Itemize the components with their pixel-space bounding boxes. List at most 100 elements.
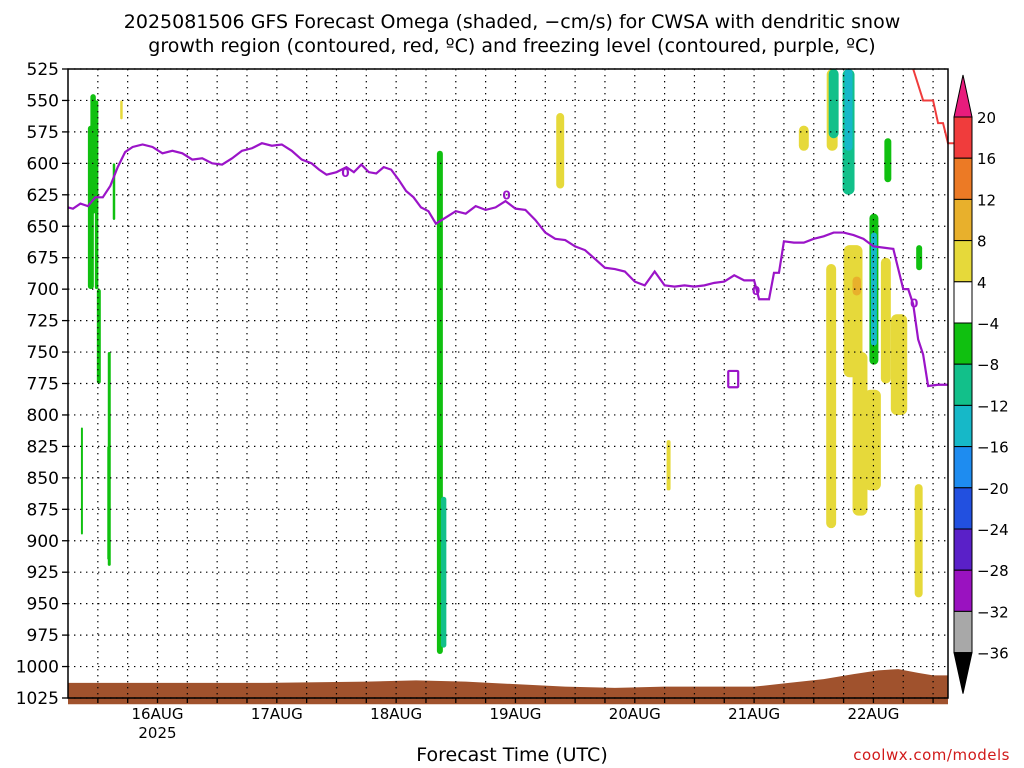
colorbar-label: 8 [977,233,987,251]
x-tick-sublabel: 2025 [138,724,176,742]
colorbar-swatch [953,487,973,530]
colorbar-label: −12 [977,397,1009,415]
omega-shading-layer [80,69,923,654]
y-tick-label: 750 [27,343,59,363]
y-tick-label: 800 [27,406,59,426]
coolwx-watermark[interactable]: coolwx.com/models [853,746,1010,764]
omega-shaded-region [440,496,447,648]
grid-layer [68,68,948,699]
y-tick-label: 700 [27,280,59,300]
colorbar-swatch [953,157,973,200]
colorbar-label: −32 [977,603,1009,621]
dendritic-growth-contour [912,68,958,145]
surface-terrain-layer [68,669,948,705]
y-tick-label: 900 [27,532,59,552]
x-tick-label: 16AUG [132,705,184,723]
omega-shaded-region [864,389,881,491]
omega-shaded-region [828,69,839,139]
colorbar-label: 16 [977,150,996,168]
freezing-level-contour-label: 0 [341,166,349,180]
colorbar-label: −20 [977,480,1009,498]
y-tick-label: 575 [27,123,59,143]
x-tick-label: 18AUG [370,705,422,723]
colorbar-label: −24 [977,521,1009,539]
y-tick-label: 550 [27,91,59,111]
freezing-level-contour-label: 0 [752,284,760,298]
colorbar: 20 16 12 8 4 −4 −8 −12 −16 −20 −24 −28 −32 −36 [953,74,1009,694]
y-tick-label: 650 [27,217,59,237]
colorbar-bottom-arrow [953,652,973,694]
omega-shaded-region [556,113,565,189]
omega-shaded-region [914,484,923,598]
x-tick-label: 20AUG [609,705,661,723]
colorbar-swatch [953,240,973,283]
omega-shaded-region [852,352,868,516]
omega-shaded-region [90,94,96,214]
colorbar-label: −8 [977,356,999,374]
omega-shaded-region [96,289,101,384]
x-tick-label: 21AUG [728,705,780,723]
omega-shaded-region [890,314,908,415]
omega-shaded-region [852,276,861,296]
y-tick-label: 625 [27,186,59,206]
colorbar-label: −28 [977,562,1009,580]
x-tick-label: 19AUG [489,705,541,723]
omega-shaded-region [107,446,110,560]
colorbar-swatch [953,116,973,159]
y-tick-label: 600 [27,154,59,174]
colorbar-swatch [953,363,973,406]
colorbar-swatch [953,610,973,654]
colorbar-label: −36 [977,645,1009,663]
y-axis-tick-labels: 525 550 575 600 625 650 675 700 725 750 775 800 825 8… [16,60,59,709]
colorbar-swatch [953,322,973,365]
contour-layer: 0 0 0 0 [67,68,958,389]
y-tick-label: 675 [27,249,59,269]
chart-title-line-1: 2025081506 GFS Forecast Omega (shaded, −… [123,11,901,33]
plot-frame [62,68,949,703]
colorbar-swatch [953,198,973,242]
omega-shaded-region [666,440,671,491]
colorbar-label: −16 [977,439,1009,457]
omega-shaded-region [94,100,99,290]
colorbar-label: 12 [977,191,996,209]
freezing-level-closed-contour [727,369,740,389]
y-tick-label: 775 [27,375,59,395]
colorbar-swatch [953,404,973,448]
colorbar-swatch [953,446,973,489]
y-tick-label: 950 [27,595,59,615]
x-tick-label: 22AUG [847,705,899,723]
colorbar-label: 20 [977,109,996,127]
omega-shaded-region [120,100,123,120]
freezing-level-contour [67,142,948,388]
omega-shaded-region [844,69,853,151]
omega-shaded-region [798,125,809,151]
omega-shaded-region [916,245,923,271]
surface-terrain [68,669,948,705]
y-tick-label: 725 [27,312,59,332]
colorbar-swatch [953,281,973,324]
y-tick-label: 1025 [16,689,59,709]
y-tick-label: 1000 [16,658,59,678]
colorbar-label: −4 [977,315,999,333]
y-tick-label: 975 [27,626,59,646]
y-tick-label: 850 [27,469,59,489]
omega-shaded-region [826,263,837,529]
omega-shaded-region [880,257,891,384]
chart-title-line-2: growth region (contoured, red, ºC) and f… [148,35,876,57]
colorbar-swatch [953,528,973,571]
omega-shaded-region [80,427,83,535]
y-tick-label: 825 [27,437,59,457]
colorbar-top-arrow [953,74,973,118]
colorbar-label: 4 [977,274,987,292]
x-axis-label: Forecast Time (UTC) [416,744,608,766]
y-tick-label: 925 [27,563,59,583]
freezing-level-contour-label: 0 [502,189,510,203]
omega-shaded-region [884,138,892,183]
omega-shaded-region [870,232,877,346]
y-tick-label: 875 [27,500,59,520]
y-tick-label: 525 [27,60,59,80]
x-tick-label: 17AUG [251,705,303,723]
freezing-level-contour-label: 0 [910,297,918,311]
